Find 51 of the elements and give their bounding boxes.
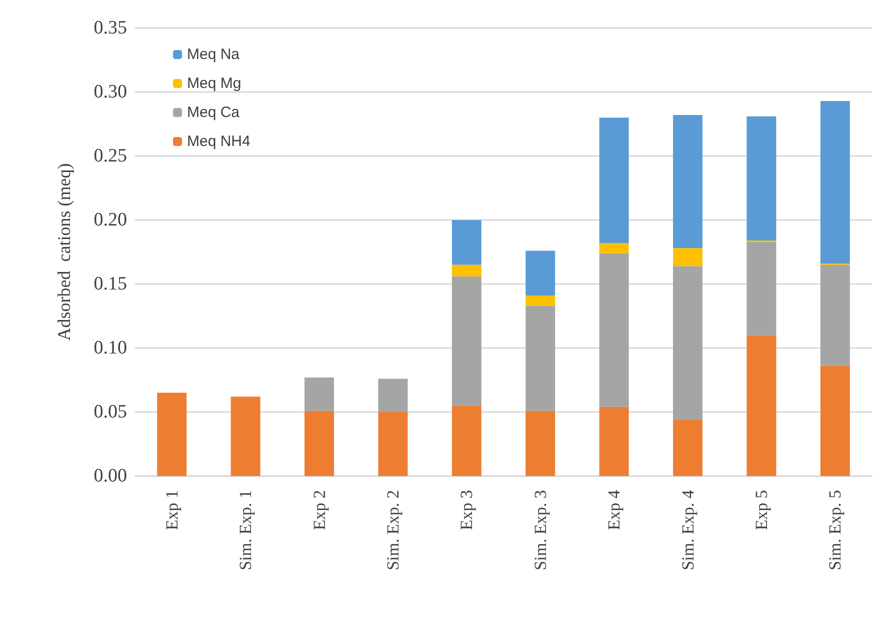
y-tick-label: 0.15	[94, 274, 127, 294]
bar	[157, 392, 187, 476]
bar	[820, 100, 850, 264]
bar	[452, 276, 482, 406]
bar	[452, 220, 482, 265]
legend-label: Meq NH4	[187, 133, 250, 150]
y-tick-label: 0.35	[94, 18, 127, 38]
bar	[526, 410, 556, 476]
bar	[599, 406, 629, 476]
bar	[673, 248, 702, 266]
bar	[526, 306, 556, 411]
bar	[304, 410, 334, 476]
y-tick-label: 0.05	[94, 402, 127, 422]
bar	[673, 420, 702, 476]
bar	[599, 243, 629, 254]
x-tick-label: Sim. Exp. 1	[236, 490, 256, 570]
x-tick-label: Exp 5	[752, 490, 771, 530]
bar	[599, 118, 629, 244]
bar	[599, 253, 629, 407]
x-tick-label: Sim. Exp. 2	[383, 490, 402, 570]
y-tick-label: 0.20	[94, 210, 127, 230]
bar	[746, 242, 776, 336]
bar	[230, 396, 260, 476]
y-tick-label: 0.00	[94, 466, 127, 486]
legend-label: Meq Ca	[187, 104, 240, 121]
bar	[673, 115, 702, 248]
x-tick-label: Exp 3	[457, 490, 476, 530]
bar	[526, 250, 556, 296]
bar	[452, 406, 482, 476]
bar	[820, 366, 850, 476]
bar	[526, 296, 556, 306]
y-tick-label: 0.25	[94, 146, 127, 166]
y-axis-title: Adsorbed cations (meq)	[54, 163, 74, 341]
bar	[746, 335, 776, 476]
legend-label: Meq Mg	[187, 75, 242, 92]
x-tick-label: Exp 2	[310, 490, 329, 530]
y-tick-label: 0.10	[94, 338, 127, 358]
bar	[746, 116, 776, 240]
bar	[304, 377, 334, 411]
x-tick-label: Sim. Exp. 5	[826, 490, 845, 570]
legend-label: Meq Na	[187, 46, 240, 63]
y-tick-label: 0.30	[94, 82, 127, 102]
x-tick-label: Sim. Exp. 3	[530, 490, 550, 570]
x-tick-label: Exp 4	[604, 490, 624, 530]
bar	[673, 266, 702, 420]
x-tick-label: Exp 1	[162, 490, 182, 530]
bar	[820, 264, 850, 366]
bar	[452, 264, 482, 276]
x-tick-label: Sim. Exp. 4	[678, 490, 698, 570]
bar	[378, 412, 408, 476]
bar	[378, 378, 408, 412]
